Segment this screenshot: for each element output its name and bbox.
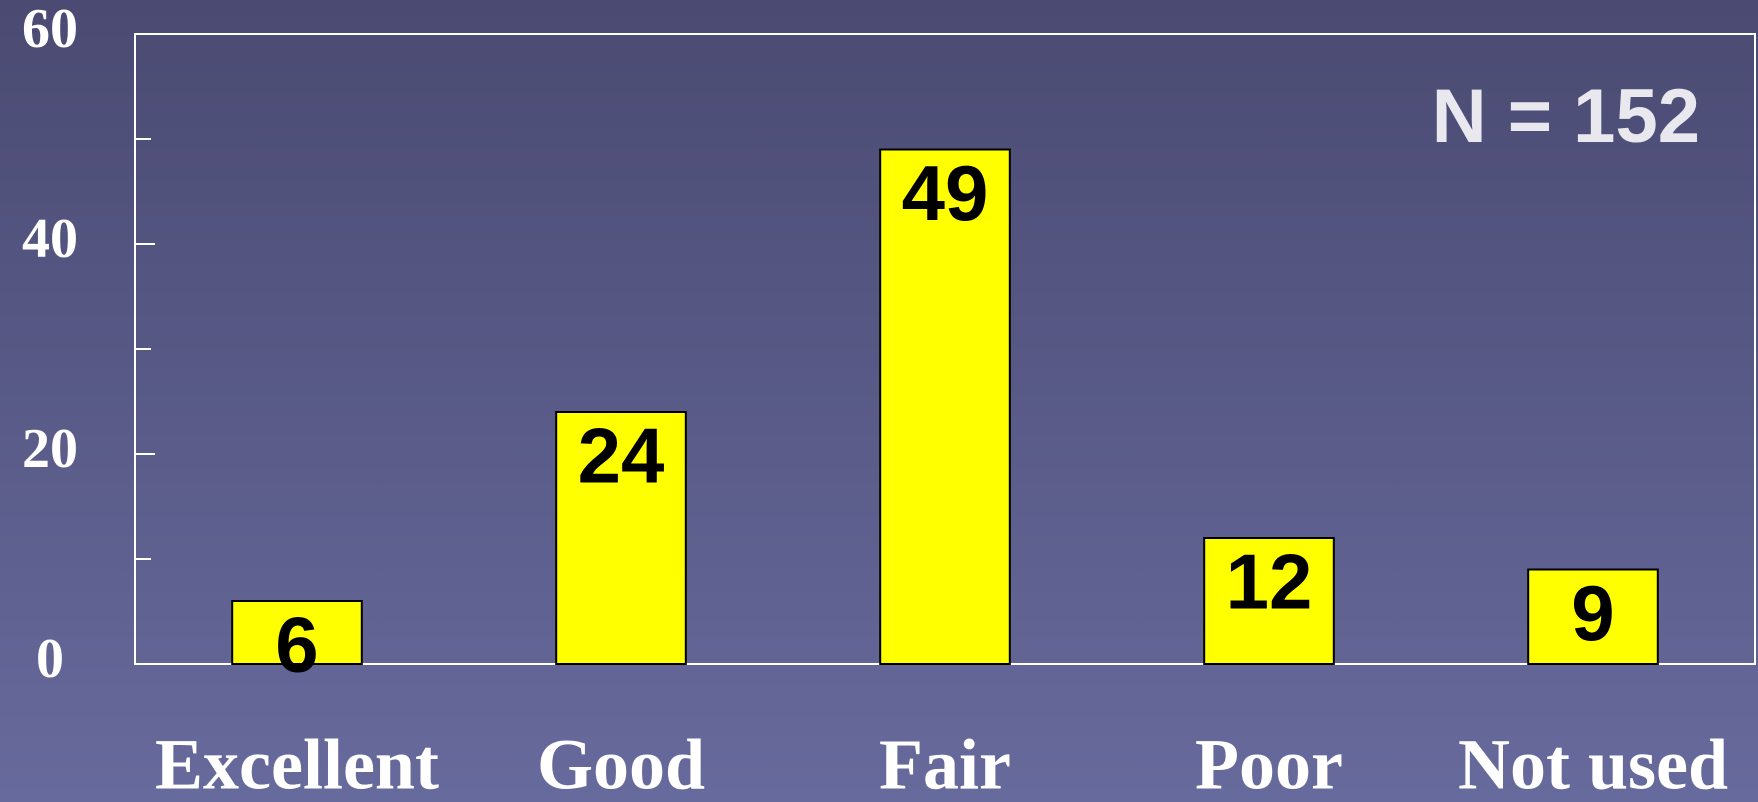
x-tick-label: Poor [1195,725,1343,802]
data-label: 49 [902,149,989,237]
data-label: 9 [1571,569,1614,657]
y-tick-label: 60 [22,0,78,60]
annotation: N = 152 [1432,74,1700,159]
bar [1527,568,1659,665]
y-tick-label: 0 [36,628,64,690]
x-tick-label: Not used [1458,725,1728,802]
x-tick-label: Good [537,725,705,802]
bar [879,148,1011,665]
data-label: 12 [1226,538,1313,626]
bar [231,600,363,665]
bar [1203,537,1335,665]
x-tick-label: Excellent [155,725,439,802]
y-tick-label: 40 [22,208,78,270]
data-label: 6 [275,601,318,689]
x-tick-label: Fair [879,725,1011,802]
data-label: 24 [578,412,665,500]
y-tick-label: 20 [22,418,78,480]
bar [555,411,687,665]
